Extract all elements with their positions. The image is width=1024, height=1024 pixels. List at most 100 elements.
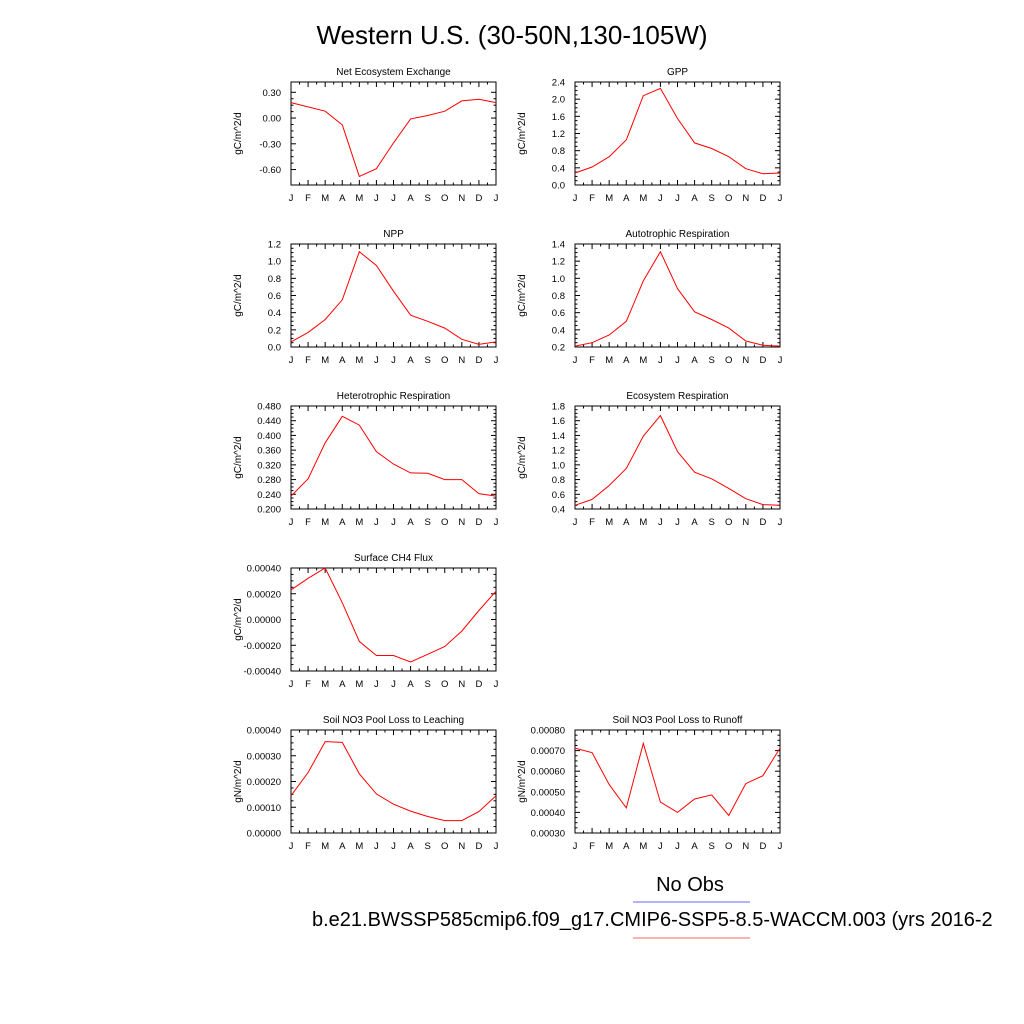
- y-tick-label: 0.280: [257, 475, 281, 486]
- series-line: [290, 741, 497, 822]
- x-tick-label: M: [639, 517, 647, 528]
- y-tick-label: 0.400: [257, 431, 281, 442]
- y-tick-label: 0.360: [257, 446, 281, 457]
- x-tick-label: A: [407, 841, 414, 852]
- x-tick-label: S: [424, 517, 430, 528]
- x-tick-label: M: [605, 517, 613, 528]
- x-tick-label: O: [441, 517, 448, 528]
- x-tick-label: O: [725, 193, 732, 204]
- x-tick-label: F: [305, 679, 311, 690]
- y-tick-label: 0.00070: [531, 746, 565, 757]
- figure-title: Western U.S. (30-50N,130-105W): [316, 20, 707, 50]
- x-tick-label: J: [494, 193, 499, 204]
- y-tick-label: 0.30: [263, 88, 282, 99]
- x-tick-label: M: [639, 193, 647, 204]
- x-tick-label: O: [725, 517, 732, 528]
- x-tick-label: F: [589, 193, 595, 204]
- x-tick-label: J: [778, 517, 783, 528]
- y-tick-label: 0.8: [268, 274, 281, 285]
- x-tick-label: J: [494, 517, 499, 528]
- x-tick-label: M: [321, 679, 329, 690]
- y-tick-label: 0.00020: [247, 777, 281, 788]
- y-tick-label: 0.00040: [247, 726, 281, 737]
- series-line: [574, 414, 781, 506]
- x-tick-label: M: [605, 193, 613, 204]
- y-tick-label: 0.6: [552, 308, 565, 319]
- x-tick-label: M: [355, 679, 363, 690]
- x-tick-label: A: [407, 517, 414, 528]
- y-tick-label: 0.00030: [247, 751, 281, 762]
- x-tick-label: J: [494, 841, 499, 852]
- y-tick-label: 0.8: [552, 475, 565, 486]
- y-tick-label: 0.4: [268, 308, 281, 319]
- y-tick-label: 0.2: [268, 325, 281, 336]
- series-line: [290, 250, 497, 345]
- y-tick-label: 0.00: [263, 114, 282, 125]
- y-axis-label: gN/m^2/d: [233, 760, 244, 803]
- plot-frame: [290, 81, 497, 186]
- panel-title: GPP: [667, 67, 688, 78]
- y-tick-label: 0.4: [552, 163, 565, 174]
- plot-frame: [290, 729, 497, 834]
- x-tick-label: A: [407, 355, 414, 366]
- x-tick-label: A: [339, 355, 346, 366]
- x-tick-label: S: [424, 679, 430, 690]
- x-tick-label: D: [475, 841, 482, 852]
- x-tick-label: J: [675, 193, 680, 204]
- y-tick-label: 0.320: [257, 460, 281, 471]
- x-tick-label: J: [778, 355, 783, 366]
- y-tick-label: 0.8: [552, 146, 565, 157]
- x-tick-label: N: [458, 841, 465, 852]
- panel-title: Autotrophic Respiration: [626, 229, 730, 240]
- x-tick-label: S: [424, 355, 430, 366]
- x-tick-label: S: [708, 193, 714, 204]
- x-tick-label: D: [475, 517, 482, 528]
- panel-title: Net Ecosystem Exchange: [336, 67, 451, 78]
- plot-frame: [574, 405, 781, 510]
- y-tick-label: 1.2: [552, 257, 565, 268]
- x-tick-label: J: [573, 841, 578, 852]
- y-tick-label: 1.2: [552, 129, 565, 140]
- series-line: [574, 87, 781, 175]
- y-tick-label: 0.2: [552, 343, 565, 354]
- x-tick-label: J: [289, 517, 294, 528]
- y-tick-label: 0.0: [552, 181, 565, 192]
- x-tick-label: J: [374, 679, 379, 690]
- x-tick-label: A: [691, 193, 698, 204]
- y-tick-label: -0.30: [259, 139, 281, 150]
- x-tick-label: S: [708, 841, 714, 852]
- series-line: [574, 741, 781, 817]
- x-tick-label: F: [589, 841, 595, 852]
- x-tick-label: J: [658, 841, 663, 852]
- y-tick-label: 0.6: [268, 291, 281, 302]
- x-tick-label: J: [573, 193, 578, 204]
- panel-title: Ecosystem Respiration: [626, 391, 728, 402]
- plot-frame: [574, 243, 781, 348]
- x-tick-label: D: [759, 193, 766, 204]
- x-tick-label: O: [725, 355, 732, 366]
- y-tick-label: 1.0: [268, 257, 281, 268]
- x-tick-label: J: [778, 841, 783, 852]
- x-tick-label: A: [691, 355, 698, 366]
- x-tick-label: J: [391, 841, 396, 852]
- x-tick-label: N: [458, 193, 465, 204]
- x-tick-label: A: [339, 193, 346, 204]
- x-tick-label: D: [759, 841, 766, 852]
- x-tick-label: D: [475, 193, 482, 204]
- x-tick-label: J: [573, 517, 578, 528]
- x-tick-label: M: [355, 841, 363, 852]
- x-tick-label: M: [605, 841, 613, 852]
- plot-frame: [290, 405, 497, 510]
- panel-title: Surface CH4 Flux: [354, 553, 433, 564]
- y-tick-label: 0.00080: [531, 726, 565, 737]
- y-axis-label: gC/m^2/d: [233, 112, 244, 155]
- x-tick-label: M: [321, 841, 329, 852]
- y-axis-label: gC/m^2/d: [233, 274, 244, 317]
